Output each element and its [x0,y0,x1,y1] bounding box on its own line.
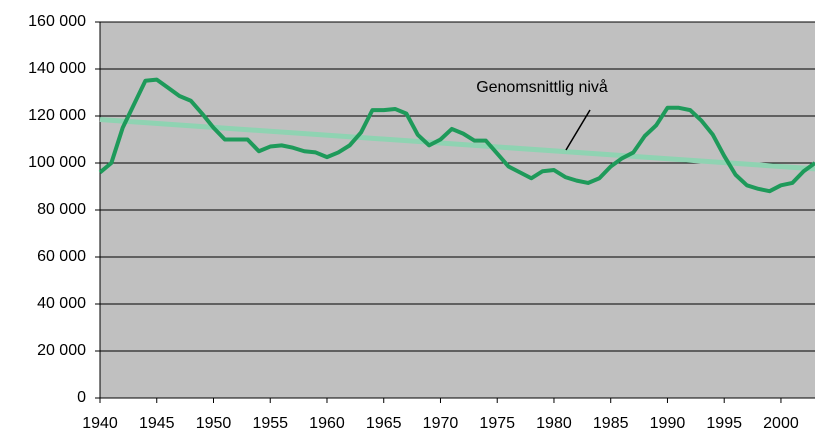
y-tick-label: 100 000 [28,154,86,171]
x-tick-label: 1990 [650,415,686,432]
x-tick-label: 1975 [479,415,515,432]
x-tick-label: 1970 [423,415,459,432]
y-tick-label: 0 [77,389,86,406]
x-tick-label: 1940 [82,415,118,432]
x-tick-label: 2000 [763,415,799,432]
annotation: Genomsnittlig nivå [476,78,608,96]
annotation-leader [565,109,591,151]
x-tick-label: 1980 [536,415,572,432]
x-tick-label: 1955 [252,415,288,432]
x-tick-label: 1965 [366,415,402,432]
y-tick-label: 140 000 [28,60,86,77]
x-tick-label: 1985 [593,415,629,432]
y-tick-label: 60 000 [37,248,86,265]
y-tick-label: 40 000 [37,295,86,312]
line [98,77,815,194]
line [99,117,815,172]
x-tick-label: 1945 [139,415,175,432]
x-tick-label: 1960 [309,415,345,432]
y-tick-label: 80 000 [37,201,86,218]
y-tick-label: 120 000 [28,107,86,124]
x-tick-label: 1995 [706,415,742,432]
x-tick-label: 1950 [196,415,232,432]
y-tick-label: 160 000 [28,13,86,30]
y-tick-label: 20 000 [37,342,86,359]
